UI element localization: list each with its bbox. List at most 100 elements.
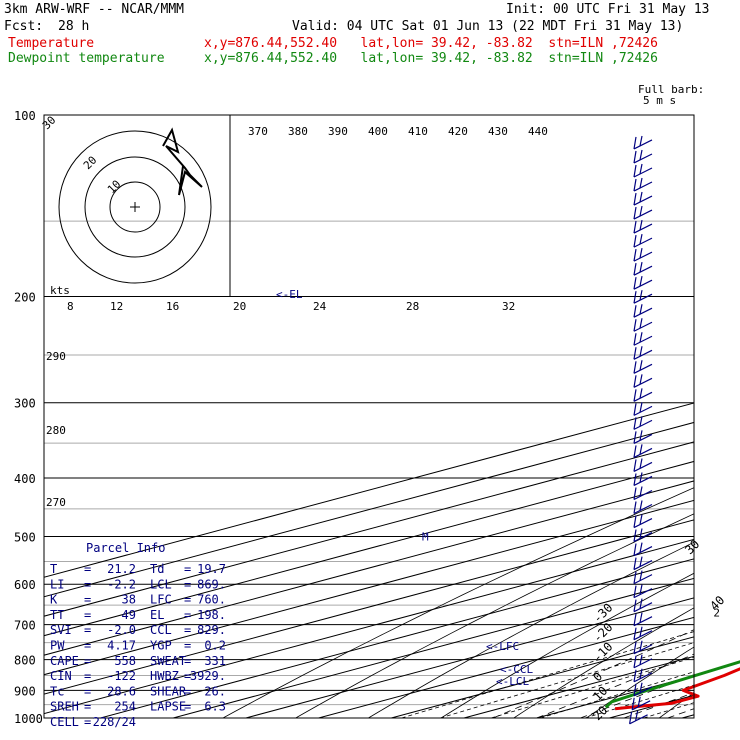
- parcel-value: =: [84, 623, 91, 637]
- wind-barb-flag: [633, 557, 637, 570]
- wind-barb: [631, 700, 651, 711]
- wind-barb-flag: [633, 613, 637, 626]
- parcel-value: 28.6: [107, 684, 136, 698]
- model-title: 3km ARW-WRF -- NCAR/MMM: [4, 2, 185, 17]
- wind-barb-flag: [639, 233, 643, 245]
- theta-label: 400: [368, 125, 388, 138]
- parcel-value: 558: [114, 654, 136, 668]
- parcel-value: =: [84, 715, 91, 729]
- wind-barb-flag: [633, 305, 637, 318]
- wind-barb-flag: [631, 697, 635, 710]
- isotherm-line: [536, 675, 694, 718]
- wind-barb-flag: [639, 612, 643, 623]
- wind-barb-flag: [639, 219, 643, 231]
- parcel-value: =: [84, 562, 91, 576]
- moist-adiabat-line: [492, 629, 694, 718]
- isotherm-label: 40: [707, 593, 727, 613]
- parcel-value: =: [184, 639, 191, 653]
- temperature-line: [614, 667, 740, 711]
- wind-barb: [633, 181, 653, 192]
- parcel-value: 21.2: [107, 562, 136, 576]
- parcel-value: LFC: [150, 593, 172, 607]
- wind-barb: [633, 363, 653, 374]
- wind-barb-flag: [633, 375, 637, 388]
- parcel-value: 4.17: [107, 639, 136, 653]
- wind-barb: [633, 588, 653, 599]
- wind-barb: [633, 321, 653, 332]
- parcel-value: =: [184, 684, 191, 698]
- dry-adiabat-line: [716, 115, 740, 731]
- parcel-value: CAPE: [50, 654, 79, 668]
- wind-barb-flag: [639, 542, 643, 553]
- wind-barb-flag: [639, 668, 643, 679]
- chart-grid: [44, 115, 740, 731]
- wind-barb: [633, 237, 653, 248]
- wind-barb: [633, 195, 653, 206]
- parcel-value: 3929.: [190, 669, 226, 683]
- wind-barb: [633, 293, 653, 304]
- moist-adiabat-line: [711, 221, 740, 718]
- wind-barb: [633, 405, 653, 416]
- wind-barb-flag: [633, 683, 637, 696]
- kts-title: kts: [50, 284, 70, 297]
- pressure-label: 400: [14, 472, 36, 486]
- parcel-value: LAPSE: [150, 700, 186, 714]
- wind-barb-flag: [633, 389, 637, 402]
- level-annotation: <-LFC: [486, 640, 519, 653]
- isotherm-line: [609, 694, 694, 718]
- wind-barb: [633, 630, 653, 641]
- parcel-value: -2.0: [107, 623, 136, 637]
- theta-label: 370: [248, 125, 268, 138]
- wind-barb-flag: [633, 333, 637, 346]
- wind-barb-flag: [639, 276, 643, 287]
- wind-barb-flag: [633, 263, 637, 276]
- parcel-value: =: [184, 669, 191, 683]
- hodograph: 10 20 30: [40, 114, 212, 284]
- wind-barb-flag: [639, 262, 643, 273]
- wind-barb-flag: [639, 360, 643, 371]
- wind-barb-flag: [633, 347, 637, 360]
- parcel-value: =: [184, 562, 191, 576]
- wind-barb-flag: [639, 135, 643, 147]
- parcel-value: =: [184, 593, 191, 607]
- parcel-value: -2.2: [107, 577, 136, 591]
- level-annotation: <-CCL: [500, 663, 533, 676]
- parcel-value: =: [184, 623, 191, 637]
- parcel-value: HWBZ: [150, 669, 179, 683]
- wind-barb: [633, 517, 653, 529]
- wind-barb-flag: [639, 304, 643, 315]
- parcel-value: CELL: [50, 715, 79, 729]
- wind-barb-flag: [639, 486, 643, 497]
- wind-barb: [633, 433, 653, 444]
- parcel-value: 0.2: [204, 639, 226, 653]
- wind-barb-flag: [639, 570, 643, 581]
- parcel-value: SVI: [50, 623, 72, 637]
- wind-barb-flag: [635, 710, 639, 721]
- wind-barb: [633, 616, 653, 627]
- parcel-value: CCL: [150, 623, 172, 637]
- wind-barb-flag: [633, 627, 637, 640]
- dry-adiabat-line: [294, 513, 694, 718]
- chart-series: [604, 660, 740, 711]
- isotherm-line: [44, 480, 694, 656]
- wind-barb: [633, 574, 653, 585]
- wind-barb-flag: [633, 529, 637, 542]
- wind-barb-flag: [633, 150, 637, 164]
- level-annotation: M: [422, 530, 429, 543]
- wind-barb-flag: [633, 669, 637, 682]
- isotherm-line: [391, 636, 694, 718]
- theta-side-label: 270: [46, 496, 66, 509]
- wind-barb-flag: [633, 164, 637, 178]
- parcel-value: =: [84, 654, 91, 668]
- parcel-info-title: Parcel Info: [86, 541, 165, 555]
- parcel-value: SWEAT: [150, 654, 186, 668]
- wind-barb-flag: [639, 374, 643, 385]
- wind-barb-flag: [639, 346, 643, 357]
- theta-label: 420: [448, 125, 468, 138]
- parcel-value: =: [84, 684, 91, 698]
- hodograph-label-30: 30: [40, 114, 59, 133]
- wind-barb-flag: [633, 319, 637, 332]
- dry-adiabat-line: [513, 607, 694, 718]
- wind-barb: [633, 461, 653, 472]
- wind-barb-flag: [639, 402, 643, 413]
